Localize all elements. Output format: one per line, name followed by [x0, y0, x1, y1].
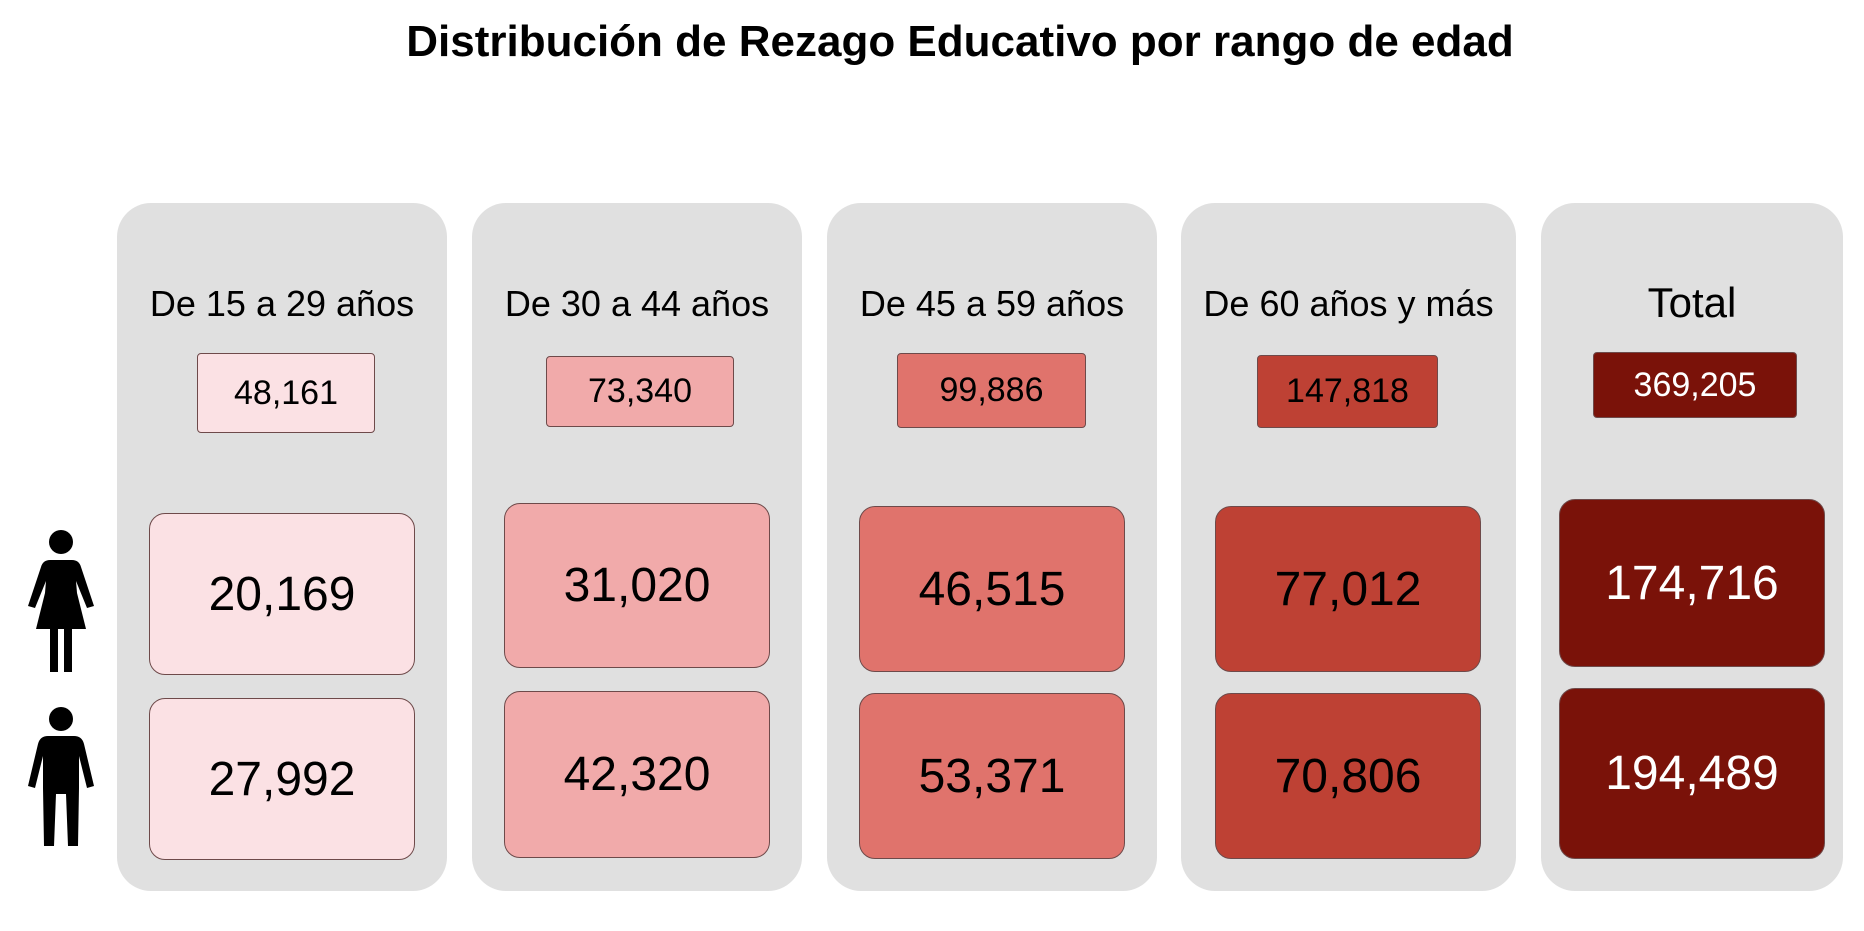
- age-panel-15-29: De 15 a 29 años 48,161 20,169 27,992: [117, 203, 447, 891]
- total-value-box: 147,818: [1257, 355, 1438, 428]
- male-value-box: 70,806: [1215, 693, 1481, 859]
- column-label: De 15 a 29 años: [149, 283, 415, 324]
- woman-icon: [28, 530, 94, 672]
- age-panel-45-59: De 45 a 59 años 99,886 46,515 53,371: [827, 203, 1157, 891]
- female-value-box: 174,716: [1559, 499, 1825, 667]
- age-panel-30-44: De 30 a 44 años 73,340 31,020 42,320: [472, 203, 802, 891]
- page-title: Distribución de Rezago Educativo por ran…: [406, 17, 1514, 66]
- total-value-box: 73,340: [546, 356, 734, 427]
- total-panel: Total 369,205 174,716 194,489: [1541, 203, 1843, 891]
- total-value-box: 369,205: [1593, 352, 1797, 418]
- age-panel-60-plus: De 60 años y más 147,818 77,012 70,806: [1181, 203, 1516, 891]
- column-label: De 60 años y más: [1203, 283, 1494, 324]
- male-value-box: 53,371: [859, 693, 1125, 859]
- man-icon: [28, 707, 94, 846]
- column-label: Total: [1647, 279, 1737, 326]
- total-value-box: 99,886: [897, 353, 1086, 428]
- total-value-box: 48,161: [197, 353, 375, 433]
- male-value-box: 194,489: [1559, 688, 1825, 859]
- column-label: De 30 a 44 años: [504, 283, 770, 324]
- male-value-box: 42,320: [504, 691, 770, 858]
- female-value-box: 20,169: [149, 513, 415, 675]
- female-value-box: 77,012: [1215, 506, 1481, 672]
- male-value-box: 27,992: [149, 698, 415, 860]
- column-label: De 45 a 59 años: [859, 283, 1125, 324]
- female-value-box: 31,020: [504, 503, 770, 668]
- female-value-box: 46,515: [859, 506, 1125, 672]
